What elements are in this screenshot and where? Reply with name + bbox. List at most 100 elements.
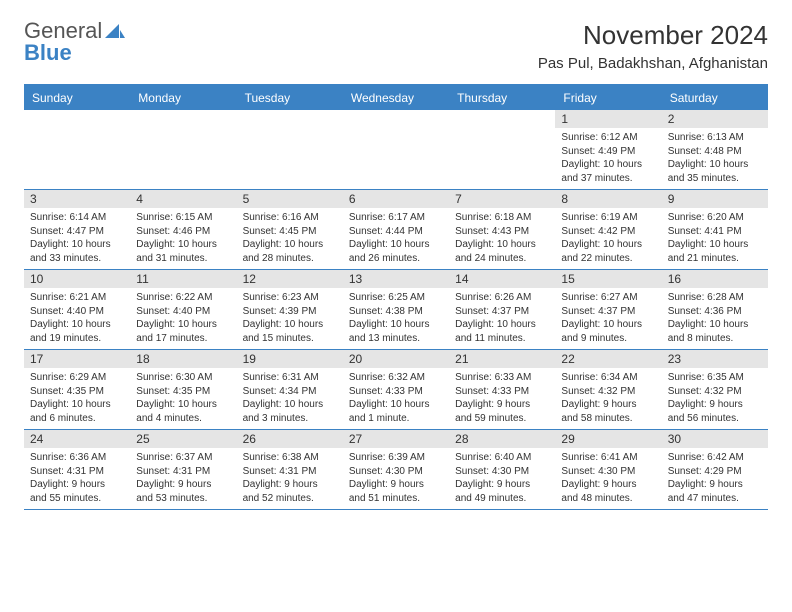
- sunrise-line: Sunrise: 6:25 AM: [349, 291, 443, 305]
- day-number: 17: [24, 350, 130, 368]
- sunset-line: Sunset: 4:31 PM: [243, 465, 337, 479]
- day-number: 10: [24, 270, 130, 288]
- daylight-line: Daylight: 10 hours and 21 minutes.: [668, 238, 762, 265]
- day-body: Sunrise: 6:19 AMSunset: 4:42 PMDaylight:…: [555, 208, 661, 269]
- day-body: Sunrise: 6:16 AMSunset: 4:45 PMDaylight:…: [237, 208, 343, 269]
- sunrise-line: Sunrise: 6:38 AM: [243, 451, 337, 465]
- daylight-line: Daylight: 10 hours and 3 minutes.: [243, 398, 337, 425]
- calendar-cell: 1Sunrise: 6:12 AMSunset: 4:49 PMDaylight…: [555, 110, 661, 189]
- calendar-cell-empty: .: [130, 110, 236, 189]
- weekday-label: Monday: [130, 86, 236, 110]
- day-body: Sunrise: 6:27 AMSunset: 4:37 PMDaylight:…: [555, 288, 661, 349]
- calendar-cell: 17Sunrise: 6:29 AMSunset: 4:35 PMDayligh…: [24, 350, 130, 429]
- sunset-line: Sunset: 4:30 PM: [455, 465, 549, 479]
- sunset-line: Sunset: 4:46 PM: [136, 225, 230, 239]
- calendar-cell: 21Sunrise: 6:33 AMSunset: 4:33 PMDayligh…: [449, 350, 555, 429]
- sunset-line: Sunset: 4:45 PM: [243, 225, 337, 239]
- sunrise-line: Sunrise: 6:20 AM: [668, 211, 762, 225]
- sunrise-line: Sunrise: 6:23 AM: [243, 291, 337, 305]
- sunset-line: Sunset: 4:37 PM: [455, 305, 549, 319]
- calendar-cell: 12Sunrise: 6:23 AMSunset: 4:39 PMDayligh…: [237, 270, 343, 349]
- daylight-line: Daylight: 10 hours and 8 minutes.: [668, 318, 762, 345]
- sunset-line: Sunset: 4:33 PM: [349, 385, 443, 399]
- day-body: Sunrise: 6:12 AMSunset: 4:49 PMDaylight:…: [555, 128, 661, 189]
- daylight-line: Daylight: 9 hours and 48 minutes.: [561, 478, 655, 505]
- sunrise-line: Sunrise: 6:41 AM: [561, 451, 655, 465]
- calendar-cell: 6Sunrise: 6:17 AMSunset: 4:44 PMDaylight…: [343, 190, 449, 269]
- daylight-line: Daylight: 10 hours and 37 minutes.: [561, 158, 655, 185]
- sunrise-line: Sunrise: 6:26 AM: [455, 291, 549, 305]
- day-number: 13: [343, 270, 449, 288]
- calendar-cell: 27Sunrise: 6:39 AMSunset: 4:30 PMDayligh…: [343, 430, 449, 509]
- weekday-header: SundayMondayTuesdayWednesdayThursdayFrid…: [24, 86, 768, 110]
- day-number: 14: [449, 270, 555, 288]
- calendar-cell: 4Sunrise: 6:15 AMSunset: 4:46 PMDaylight…: [130, 190, 236, 269]
- day-body: Sunrise: 6:14 AMSunset: 4:47 PMDaylight:…: [24, 208, 130, 269]
- calendar-cell: 26Sunrise: 6:38 AMSunset: 4:31 PMDayligh…: [237, 430, 343, 509]
- daylight-line: Daylight: 10 hours and 31 minutes.: [136, 238, 230, 265]
- day-number: 24: [24, 430, 130, 448]
- day-body: Sunrise: 6:39 AMSunset: 4:30 PMDaylight:…: [343, 448, 449, 509]
- sunset-line: Sunset: 4:39 PM: [243, 305, 337, 319]
- day-number: 1: [555, 110, 661, 128]
- day-body: Sunrise: 6:36 AMSunset: 4:31 PMDaylight:…: [24, 448, 130, 509]
- sunset-line: Sunset: 4:42 PM: [561, 225, 655, 239]
- sunset-line: Sunset: 4:44 PM: [349, 225, 443, 239]
- day-number: 5: [237, 190, 343, 208]
- day-number: 27: [343, 430, 449, 448]
- daylight-line: Daylight: 9 hours and 47 minutes.: [668, 478, 762, 505]
- day-body: Sunrise: 6:30 AMSunset: 4:35 PMDaylight:…: [130, 368, 236, 429]
- day-body: Sunrise: 6:31 AMSunset: 4:34 PMDaylight:…: [237, 368, 343, 429]
- day-body: Sunrise: 6:40 AMSunset: 4:30 PMDaylight:…: [449, 448, 555, 509]
- weekday-label: Friday: [555, 86, 661, 110]
- calendar-cell-empty: .: [24, 110, 130, 189]
- location-label: Pas Pul, Badakhshan, Afghanistan: [538, 55, 768, 72]
- calendar-week: 24Sunrise: 6:36 AMSunset: 4:31 PMDayligh…: [24, 430, 768, 510]
- day-body: Sunrise: 6:17 AMSunset: 4:44 PMDaylight:…: [343, 208, 449, 269]
- daylight-line: Daylight: 10 hours and 22 minutes.: [561, 238, 655, 265]
- daylight-line: Daylight: 9 hours and 52 minutes.: [243, 478, 337, 505]
- sunrise-line: Sunrise: 6:27 AM: [561, 291, 655, 305]
- daylight-line: Daylight: 10 hours and 1 minute.: [349, 398, 443, 425]
- daylight-line: Daylight: 9 hours and 59 minutes.: [455, 398, 549, 425]
- sunrise-line: Sunrise: 6:32 AM: [349, 371, 443, 385]
- calendar-cell-empty: .: [343, 110, 449, 189]
- sunset-line: Sunset: 4:31 PM: [30, 465, 124, 479]
- calendar-cell: 11Sunrise: 6:22 AMSunset: 4:40 PMDayligh…: [130, 270, 236, 349]
- day-number: 21: [449, 350, 555, 368]
- daylight-line: Daylight: 10 hours and 6 minutes.: [30, 398, 124, 425]
- calendar-week: 3Sunrise: 6:14 AMSunset: 4:47 PMDaylight…: [24, 190, 768, 270]
- calendar-cell: 7Sunrise: 6:18 AMSunset: 4:43 PMDaylight…: [449, 190, 555, 269]
- calendar-cell: 8Sunrise: 6:19 AMSunset: 4:42 PMDaylight…: [555, 190, 661, 269]
- sunrise-line: Sunrise: 6:31 AM: [243, 371, 337, 385]
- daylight-line: Daylight: 9 hours and 49 minutes.: [455, 478, 549, 505]
- sunrise-line: Sunrise: 6:29 AM: [30, 371, 124, 385]
- daylight-line: Daylight: 9 hours and 55 minutes.: [30, 478, 124, 505]
- calendar-cell: 28Sunrise: 6:40 AMSunset: 4:30 PMDayligh…: [449, 430, 555, 509]
- day-number: 8: [555, 190, 661, 208]
- sunrise-line: Sunrise: 6:33 AM: [455, 371, 549, 385]
- weekday-label: Sunday: [24, 86, 130, 110]
- day-number: 28: [449, 430, 555, 448]
- sunrise-line: Sunrise: 6:37 AM: [136, 451, 230, 465]
- calendar-cell: 25Sunrise: 6:37 AMSunset: 4:31 PMDayligh…: [130, 430, 236, 509]
- day-number: 26: [237, 430, 343, 448]
- page-title: November 2024: [538, 20, 768, 51]
- calendar-cell: 22Sunrise: 6:34 AMSunset: 4:32 PMDayligh…: [555, 350, 661, 429]
- day-body: Sunrise: 6:38 AMSunset: 4:31 PMDaylight:…: [237, 448, 343, 509]
- sunset-line: Sunset: 4:40 PM: [136, 305, 230, 319]
- sunset-line: Sunset: 4:41 PM: [668, 225, 762, 239]
- logo-text-blue: Blue: [24, 40, 72, 65]
- day-number: 9: [662, 190, 768, 208]
- day-body: Sunrise: 6:21 AMSunset: 4:40 PMDaylight:…: [24, 288, 130, 349]
- day-body: Sunrise: 6:33 AMSunset: 4:33 PMDaylight:…: [449, 368, 555, 429]
- sunset-line: Sunset: 4:32 PM: [561, 385, 655, 399]
- sunrise-line: Sunrise: 6:18 AM: [455, 211, 549, 225]
- sunrise-line: Sunrise: 6:17 AM: [349, 211, 443, 225]
- calendar-week: 10Sunrise: 6:21 AMSunset: 4:40 PMDayligh…: [24, 270, 768, 350]
- sunset-line: Sunset: 4:33 PM: [455, 385, 549, 399]
- calendar: SundayMondayTuesdayWednesdayThursdayFrid…: [24, 84, 768, 510]
- calendar-cell: 10Sunrise: 6:21 AMSunset: 4:40 PMDayligh…: [24, 270, 130, 349]
- sunrise-line: Sunrise: 6:13 AM: [668, 131, 762, 145]
- sunrise-line: Sunrise: 6:30 AM: [136, 371, 230, 385]
